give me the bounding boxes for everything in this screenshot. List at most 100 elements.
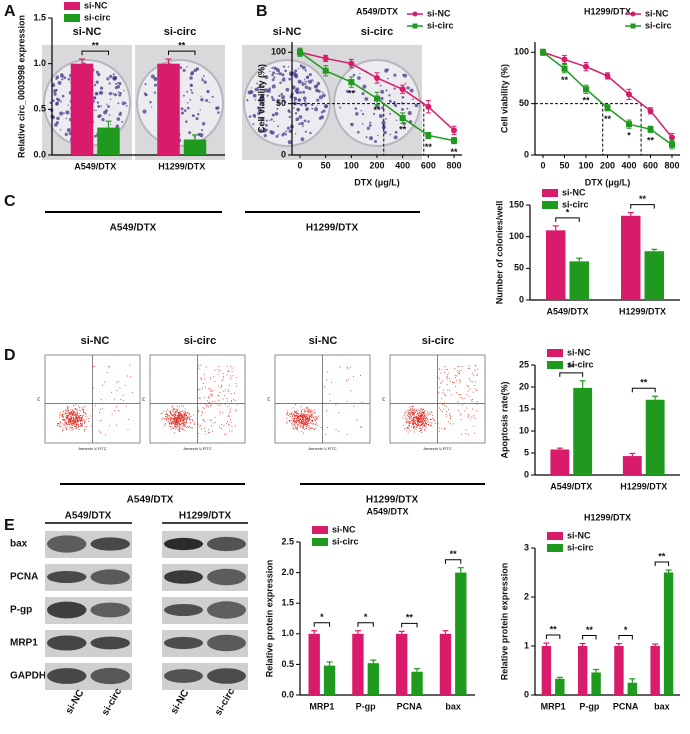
colony: [189, 83, 193, 87]
event: [469, 388, 471, 390]
event: [298, 418, 300, 420]
point: [647, 107, 654, 114]
event: [413, 418, 415, 420]
event: [173, 419, 175, 421]
event: [215, 402, 217, 404]
event: [414, 408, 416, 410]
colony: [154, 77, 156, 80]
x-tick-label: 600: [421, 160, 436, 170]
event: [72, 413, 74, 415]
event: [60, 425, 62, 427]
event: [465, 429, 467, 431]
event: [77, 425, 79, 427]
event: [425, 428, 427, 430]
event: [472, 373, 474, 375]
event: [167, 409, 169, 411]
event: [426, 422, 428, 424]
colony: [400, 107, 404, 111]
event: [309, 415, 311, 417]
event: [307, 408, 309, 410]
event: [181, 425, 183, 427]
event: [78, 423, 80, 425]
colony: [369, 121, 372, 124]
colony: [385, 118, 388, 120]
event: [68, 419, 70, 421]
event: [299, 414, 301, 416]
colony: [291, 85, 296, 90]
colony: [301, 65, 306, 70]
event: [206, 366, 208, 368]
event: [168, 426, 170, 428]
point: [604, 104, 611, 111]
band: [47, 570, 87, 584]
colony: [95, 80, 99, 84]
event: [226, 374, 228, 376]
colony: [308, 79, 313, 84]
event: [172, 418, 174, 420]
colony: [64, 132, 68, 137]
image-label: si-circ: [164, 26, 196, 38]
event: [420, 415, 422, 417]
event: [416, 418, 418, 420]
event: [81, 417, 83, 419]
x-tick-label: 0: [297, 160, 302, 170]
event: [424, 416, 426, 418]
event: [170, 416, 172, 418]
event: [410, 408, 412, 410]
event: [236, 404, 238, 406]
event: [222, 411, 224, 413]
x-tick-label: bax: [654, 701, 670, 711]
event: [335, 404, 337, 406]
event: [194, 422, 196, 424]
colony: [180, 107, 184, 111]
event: [407, 428, 409, 430]
y-tick-label: 0: [281, 149, 286, 159]
event: [286, 413, 288, 415]
legend-label: si-NC: [567, 347, 591, 357]
event: [424, 428, 426, 430]
event: [221, 380, 223, 382]
colony: [200, 95, 202, 97]
event: [210, 405, 212, 407]
bar: [70, 63, 94, 155]
colony: [101, 117, 105, 122]
event: [304, 411, 306, 413]
event: [205, 404, 207, 406]
x-tick-label: A549/DTX: [74, 161, 116, 171]
event: [302, 423, 304, 425]
event: [65, 415, 67, 417]
event: [457, 401, 459, 403]
event: [429, 412, 431, 414]
bar: [183, 139, 207, 155]
event: [418, 425, 420, 427]
event: [423, 413, 425, 415]
event: [170, 423, 172, 425]
event: [413, 414, 415, 416]
event: [179, 405, 181, 407]
protein-label: P-gp: [10, 605, 32, 616]
y-axis-label: Apoptosis rate(%): [499, 381, 509, 458]
event: [474, 402, 476, 404]
event: [310, 415, 312, 417]
event: [69, 427, 71, 429]
event: [441, 369, 443, 371]
y-tick-label: 0: [524, 469, 529, 479]
event: [458, 365, 460, 367]
event: [214, 416, 216, 418]
colony: [65, 110, 70, 115]
colony: [345, 89, 349, 93]
event: [431, 422, 433, 424]
event: [180, 423, 182, 425]
colony: [97, 104, 101, 108]
colony: [304, 130, 307, 133]
event: [473, 414, 475, 416]
event: [293, 424, 295, 426]
colony: [186, 106, 190, 110]
colony: [380, 96, 384, 101]
colony: [191, 91, 194, 94]
event: [411, 419, 413, 421]
event: [306, 406, 308, 408]
colony: [183, 109, 187, 112]
event: [433, 419, 435, 421]
event: [201, 379, 203, 381]
